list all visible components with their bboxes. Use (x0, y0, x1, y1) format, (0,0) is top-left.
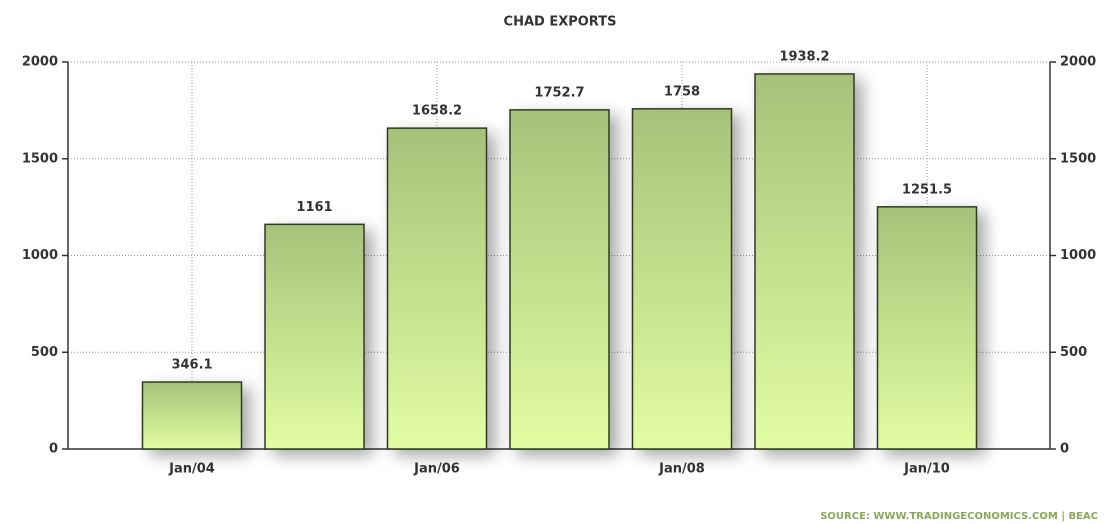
value-label: 1658.2 (412, 104, 462, 119)
bar (509, 109, 610, 450)
x-tick-label: Jan/04 (168, 462, 215, 477)
y-tick-label: 500 (31, 345, 58, 360)
y-tick-label: 1000 (22, 248, 58, 263)
bar (141, 381, 243, 450)
y-tick-label: 1500 (22, 151, 58, 166)
x-tick-label: Jan/10 (903, 462, 950, 477)
bar (754, 73, 855, 450)
bars (141, 73, 978, 450)
value-label: 1752.7 (534, 85, 584, 100)
source-note: SOURCE: WWW.TRADINGECONOMICS.COM | BEAC (820, 511, 1098, 522)
bar (631, 108, 733, 450)
chart-title: CHAD EXPORTS (504, 15, 617, 30)
y2-tick-label: 1500 (1060, 151, 1096, 166)
value-label: 346.1 (171, 358, 212, 373)
y2-tick-label: 0 (1060, 442, 1069, 457)
value-label: 1758 (664, 84, 700, 99)
y2-tick-label: 2000 (1060, 55, 1096, 70)
x-tick-label: Jan/06 (413, 462, 460, 477)
bar (876, 206, 978, 450)
value-label: 1251.5 (902, 182, 952, 197)
value-label: 1938.2 (779, 49, 829, 64)
y-tick-label: 0 (49, 442, 58, 457)
bar (386, 127, 488, 450)
bar (264, 223, 365, 450)
x-tick-label: Jan/08 (658, 462, 705, 477)
y2-tick-label: 500 (1060, 345, 1087, 360)
y2-tick-label: 1000 (1060, 248, 1096, 263)
value-label: 1161 (296, 200, 332, 215)
y-tick-label: 2000 (22, 55, 58, 70)
